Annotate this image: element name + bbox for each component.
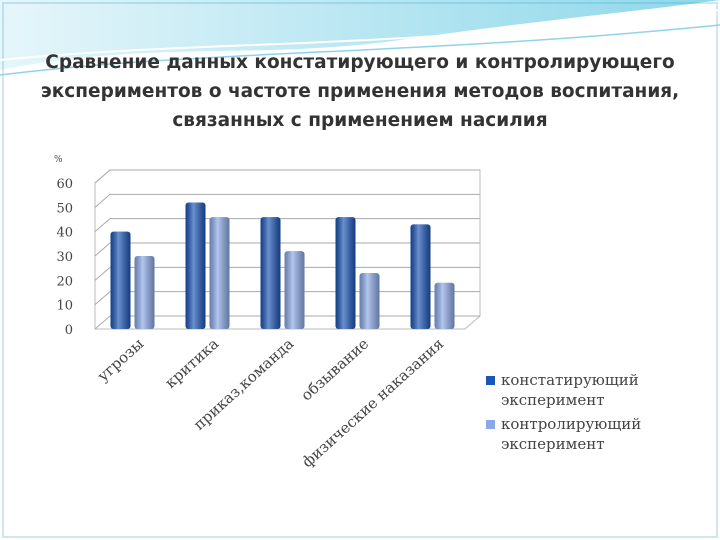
legend-label: контролирующий эксперимент xyxy=(501,415,642,453)
y-axis-label: % xyxy=(54,155,63,165)
legend: констатирующий эксперимент контролирующий… xyxy=(486,370,661,458)
bar xyxy=(260,217,281,329)
bar xyxy=(284,251,305,329)
legend-swatch xyxy=(486,420,495,429)
grid-line xyxy=(94,242,480,257)
y-tick-label: 0 xyxy=(65,323,73,338)
chart-title: Сравнение данных констатирующего и контр… xyxy=(40,52,680,131)
bar xyxy=(185,202,206,329)
bar xyxy=(134,256,155,329)
bar xyxy=(410,224,431,329)
legend-swatch xyxy=(486,376,495,385)
bar xyxy=(209,217,230,329)
grid-line xyxy=(94,266,480,281)
bar xyxy=(434,282,455,329)
legend-item: контролирующий эксперимент xyxy=(486,414,661,454)
x-tick-label: обзывание xyxy=(297,335,372,405)
legend-item: констатирующий эксперимент xyxy=(486,370,661,410)
y-tick-label: 60 xyxy=(56,177,73,192)
grid-line xyxy=(94,169,480,184)
bar xyxy=(335,217,356,329)
x-tick-label: физические наказания xyxy=(298,335,447,471)
y-tick-label: 40 xyxy=(56,226,73,241)
y-tick-label: 10 xyxy=(56,299,73,314)
bar xyxy=(359,273,380,329)
legend-label: констатирующий эксперимент xyxy=(501,371,639,409)
x-tick-label: критика xyxy=(161,335,222,392)
grid-line xyxy=(94,315,480,330)
y-tick-label: 20 xyxy=(56,274,73,289)
grid-line xyxy=(94,291,480,306)
y-tick-label: 50 xyxy=(56,201,73,216)
x-tick-label: угрозы xyxy=(94,335,147,386)
y-tick-label: 30 xyxy=(56,250,73,265)
grid-line xyxy=(94,218,480,233)
grid-line xyxy=(94,193,480,208)
bar xyxy=(110,231,131,329)
